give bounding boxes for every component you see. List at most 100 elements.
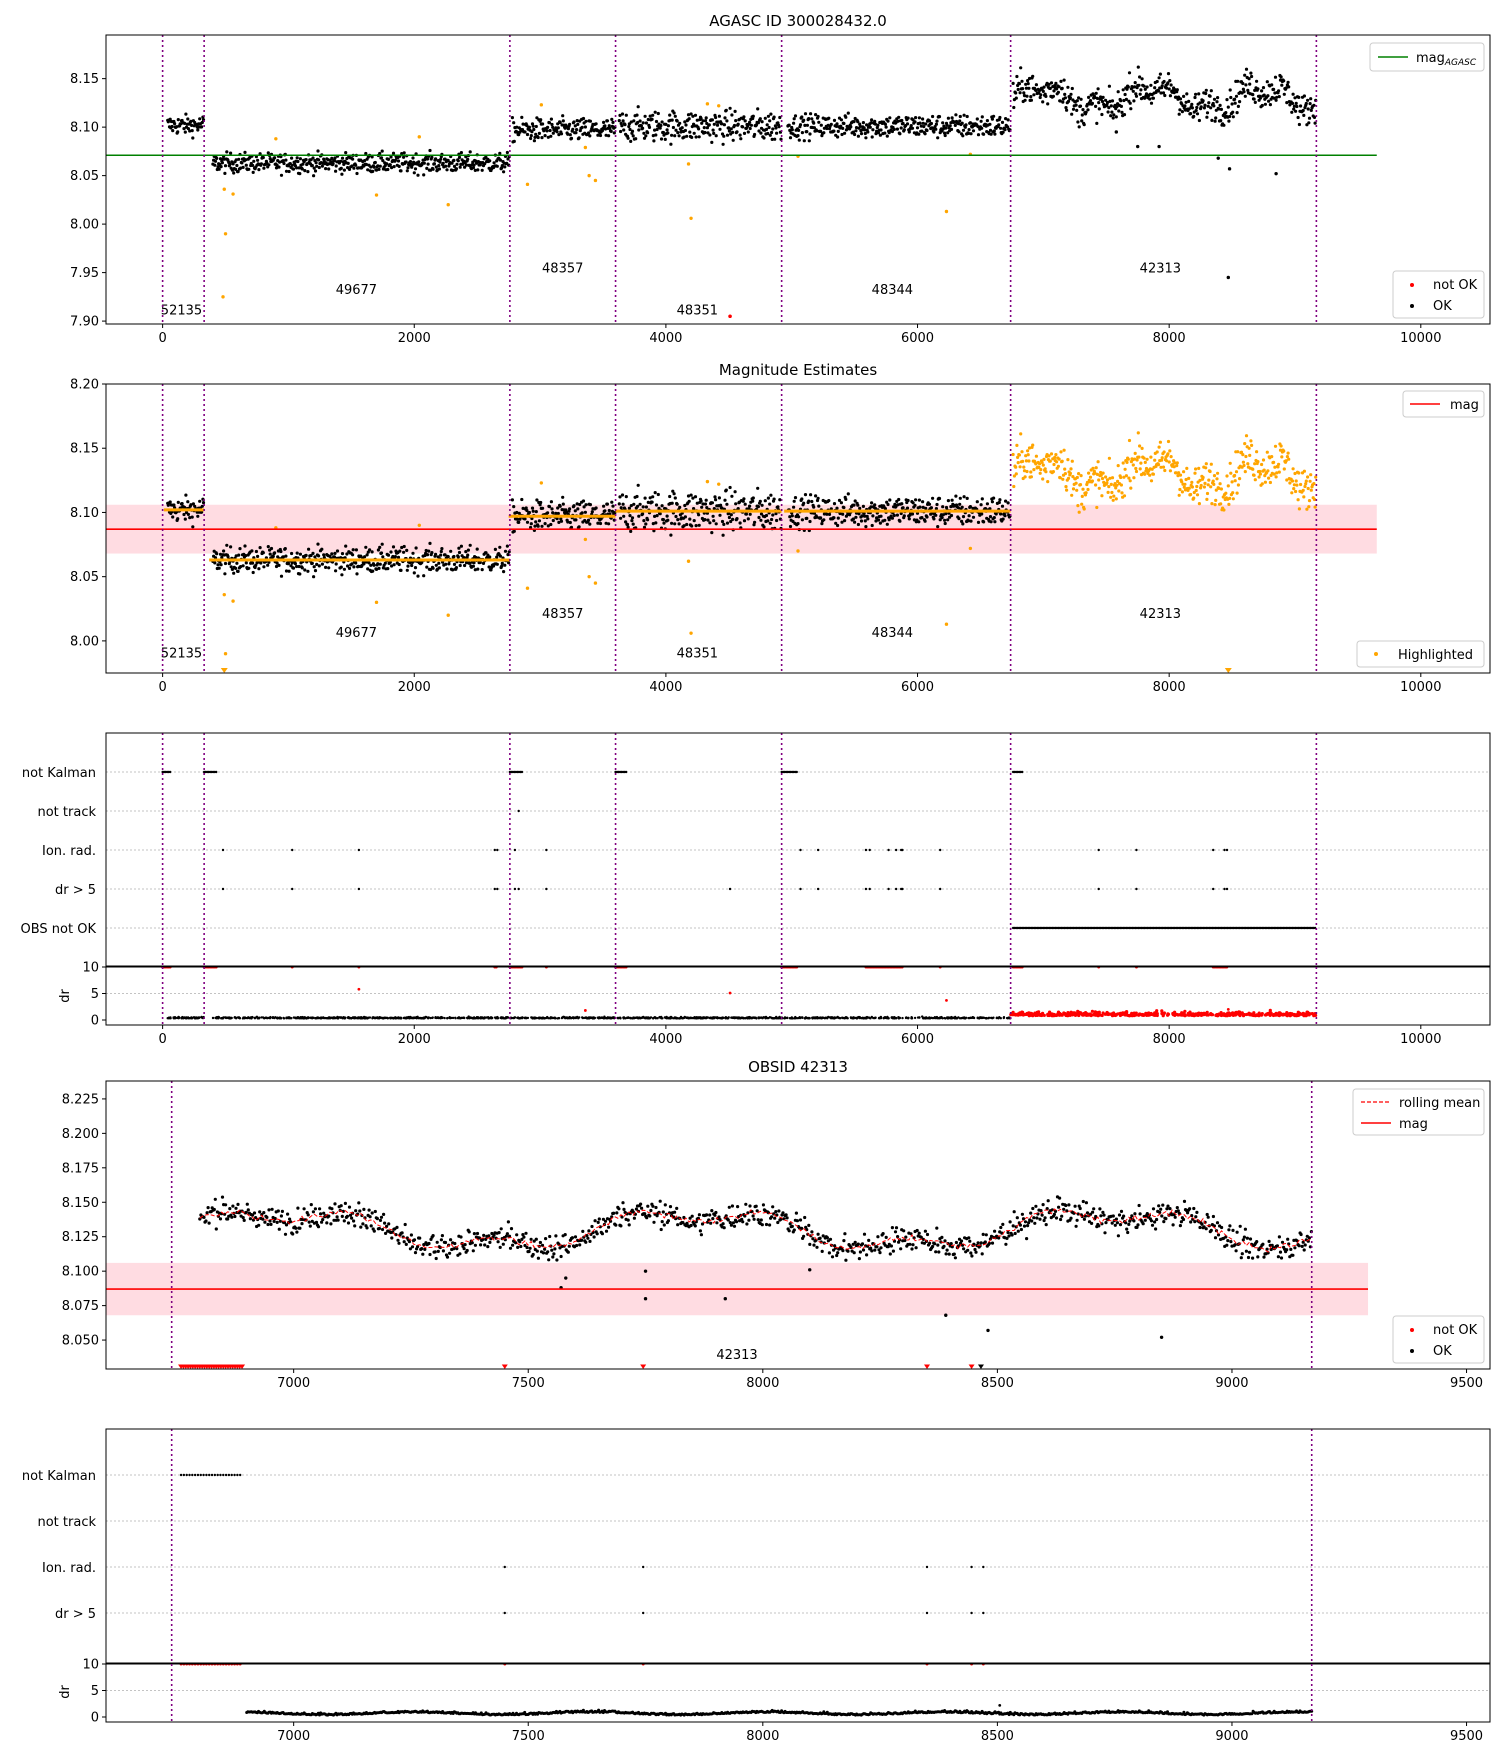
ok-point <box>758 117 762 121</box>
highlight-point <box>593 178 598 183</box>
ok-point <box>626 525 630 529</box>
ok-point <box>917 520 921 524</box>
ok-point <box>792 121 796 125</box>
ok-point <box>1095 121 1099 125</box>
ok-point <box>279 173 284 177</box>
ok-point <box>1307 121 1311 125</box>
ok-point <box>690 524 694 528</box>
highlight-point <box>1091 466 1095 470</box>
ok-point <box>690 135 694 139</box>
flag-point <box>221 848 225 852</box>
ok-point <box>642 131 646 135</box>
ok-point <box>1014 96 1018 100</box>
ok-point <box>293 562 297 566</box>
ok-point <box>946 518 950 522</box>
agasc-ytick-label: 8.10 <box>70 121 99 136</box>
ok-point <box>1111 116 1115 120</box>
ok-point <box>954 494 958 498</box>
ok-point <box>378 562 382 566</box>
ok-point <box>792 117 796 121</box>
ok-point <box>725 133 730 137</box>
ok-point <box>235 163 239 168</box>
ok-point <box>836 129 840 133</box>
ok-point <box>746 517 750 521</box>
ok-point <box>443 157 447 161</box>
highlight-point <box>1183 482 1187 486</box>
ok-point <box>901 506 905 510</box>
highlight-point <box>686 559 691 563</box>
flag-point <box>1097 848 1100 852</box>
ok-point <box>1019 66 1023 70</box>
ok-point <box>623 123 627 127</box>
ok-point <box>703 119 708 123</box>
ok-point <box>1184 100 1188 104</box>
ok-point <box>1290 101 1295 105</box>
ok-point <box>733 490 737 494</box>
highlight-point <box>1241 453 1245 457</box>
obsid-label: 48351 <box>677 647 718 662</box>
highlight-point <box>1082 507 1086 511</box>
highlight-point <box>1219 502 1223 506</box>
ok-point <box>658 126 662 130</box>
ok-point <box>697 513 701 517</box>
ok-point <box>430 551 434 555</box>
ok-point <box>619 129 623 134</box>
highlight-point <box>1226 484 1230 488</box>
ok-point <box>1112 113 1116 117</box>
ok-point <box>901 121 905 126</box>
ok-point <box>1020 79 1024 83</box>
ok-point <box>687 117 691 121</box>
ok-point <box>584 503 588 507</box>
ok-point <box>324 565 328 570</box>
ok-point <box>1202 106 1206 110</box>
ok-point <box>400 152 404 156</box>
ok-point <box>410 560 414 565</box>
ok-point <box>295 551 299 555</box>
ok-point <box>930 126 934 130</box>
ok-point <box>257 168 261 172</box>
ok-point <box>803 493 808 497</box>
ok-point <box>298 572 302 576</box>
ok-point <box>989 132 993 136</box>
ok-point <box>1138 92 1142 96</box>
highlight-point <box>1279 444 1283 448</box>
ok-point <box>1047 82 1051 86</box>
ok-point <box>1136 65 1140 69</box>
ok-point <box>251 163 255 167</box>
ok-point <box>731 517 735 522</box>
highlight-point <box>1255 450 1259 454</box>
highlight-point <box>1111 498 1115 502</box>
ok-point <box>980 497 984 501</box>
ok-point <box>1105 100 1110 105</box>
flag-point <box>1223 887 1226 891</box>
ok-point <box>1226 105 1230 109</box>
legend-ok-label: OK <box>1433 299 1452 314</box>
highlight-point <box>1248 453 1252 457</box>
highlight-point <box>1163 468 1167 473</box>
ok-point <box>617 119 621 123</box>
highlight-point <box>1295 483 1299 487</box>
ok-point <box>844 497 848 501</box>
ok-point <box>339 166 343 170</box>
highlight-point <box>1218 482 1222 486</box>
ok-point <box>713 495 717 499</box>
legend-highlight-swatch <box>1374 652 1378 656</box>
ok-point <box>819 123 823 127</box>
dr-ok-point <box>931 1016 934 1020</box>
ok-point <box>618 113 622 117</box>
flag-label: not Kalman <box>22 766 96 781</box>
highlight-point <box>1265 450 1269 454</box>
ok-point <box>1195 112 1200 116</box>
flag-point <box>887 848 890 852</box>
highlight-point <box>1145 457 1149 461</box>
ok-point <box>744 512 749 516</box>
ok-point <box>381 566 385 570</box>
ok-point <box>878 133 883 137</box>
ok-point <box>694 524 698 528</box>
highlight-point <box>1107 456 1111 460</box>
ok-point <box>907 130 911 134</box>
flag-point <box>864 848 868 852</box>
ok-point <box>1197 118 1201 123</box>
ok-point <box>510 498 514 502</box>
ok-point <box>748 512 752 516</box>
